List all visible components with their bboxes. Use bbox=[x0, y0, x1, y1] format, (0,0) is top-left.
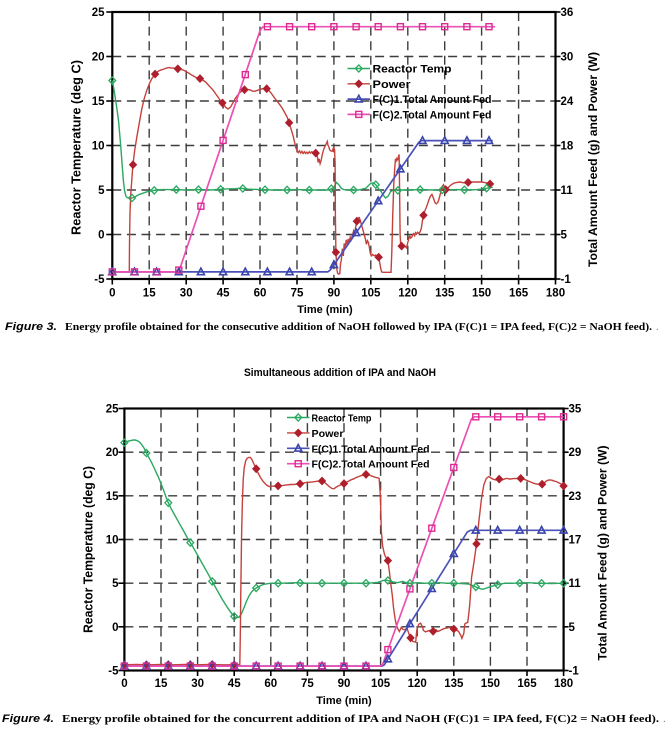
svg-text:24: 24 bbox=[561, 96, 574, 108]
svg-text:.: . bbox=[656, 321, 659, 333]
svg-text:F(C)2.Total Amount Fed: F(C)2.Total Amount Fed bbox=[312, 460, 430, 471]
svg-text:-1: -1 bbox=[561, 274, 572, 286]
svg-text:105: 105 bbox=[361, 288, 381, 300]
svg-text:Time (min): Time (min) bbox=[316, 695, 372, 707]
svg-text:180: 180 bbox=[546, 288, 565, 300]
svg-text:150: 150 bbox=[472, 288, 491, 300]
svg-text:-5: -5 bbox=[108, 666, 119, 678]
svg-text:105: 105 bbox=[371, 678, 391, 690]
svg-text:45: 45 bbox=[228, 678, 241, 690]
svg-text:Power: Power bbox=[312, 429, 344, 440]
svg-text:15: 15 bbox=[92, 96, 105, 108]
svg-text:11: 11 bbox=[569, 578, 582, 590]
svg-text:30: 30 bbox=[180, 288, 193, 300]
svg-text:15: 15 bbox=[143, 288, 156, 300]
svg-text:60: 60 bbox=[254, 288, 267, 300]
svg-text:25: 25 bbox=[106, 404, 119, 416]
svg-text:5: 5 bbox=[569, 622, 576, 634]
svg-text:Total Amount Feed (g) and Powe: Total Amount Feed (g) and Power (W) bbox=[586, 52, 600, 267]
svg-text:11: 11 bbox=[561, 185, 574, 197]
svg-text:5: 5 bbox=[112, 578, 119, 590]
svg-text:90: 90 bbox=[328, 288, 341, 300]
svg-text:0: 0 bbox=[112, 622, 118, 634]
svg-text:5: 5 bbox=[561, 230, 568, 242]
svg-text:0: 0 bbox=[121, 678, 127, 690]
svg-text:35: 35 bbox=[569, 404, 582, 416]
svg-text:Time (min): Time (min) bbox=[297, 304, 353, 316]
svg-text:Total Amount Feed (g) and Powe: Total Amount Feed (g) and Power (W) bbox=[596, 446, 610, 661]
svg-text:15: 15 bbox=[106, 491, 119, 503]
svg-text:120: 120 bbox=[408, 678, 427, 690]
svg-text:Energy profile obtained for th: Energy profile obtained for the concurre… bbox=[62, 713, 659, 725]
svg-text:F(C)2.Total Amount Fed: F(C)2.Total Amount Fed bbox=[373, 109, 492, 121]
svg-text:135: 135 bbox=[435, 288, 455, 300]
svg-text:F(C)1.Total Amount Fed: F(C)1.Total Amount Fed bbox=[312, 444, 430, 455]
svg-text:18: 18 bbox=[561, 141, 574, 153]
svg-text:90: 90 bbox=[338, 678, 351, 690]
svg-text:180: 180 bbox=[554, 678, 573, 690]
svg-text:F(C)1.Total Amount Fed: F(C)1.Total Amount Fed bbox=[373, 94, 492, 106]
svg-text:60: 60 bbox=[264, 678, 277, 690]
svg-text:15: 15 bbox=[155, 678, 168, 690]
svg-text:23: 23 bbox=[569, 491, 582, 503]
svg-text:135: 135 bbox=[444, 678, 464, 690]
svg-text:Reactor Temp: Reactor Temp bbox=[312, 414, 372, 425]
svg-text:0: 0 bbox=[109, 288, 115, 300]
svg-text:17: 17 bbox=[569, 535, 582, 547]
svg-text:20: 20 bbox=[106, 447, 119, 459]
svg-text:165: 165 bbox=[509, 288, 529, 300]
svg-text:30: 30 bbox=[561, 52, 574, 64]
svg-text:Simultaneous addition of IPA a: Simultaneous addition of IPA and NaOH bbox=[244, 367, 436, 379]
svg-text:25: 25 bbox=[92, 7, 105, 19]
svg-text:165: 165 bbox=[517, 678, 537, 690]
svg-text:0: 0 bbox=[98, 230, 104, 242]
svg-text:5: 5 bbox=[98, 185, 105, 197]
svg-text:Figure 3.: Figure 3. bbox=[5, 321, 57, 333]
svg-text:75: 75 bbox=[291, 288, 304, 300]
svg-text:-1: -1 bbox=[569, 666, 580, 678]
svg-text:45: 45 bbox=[217, 288, 230, 300]
svg-text:.: . bbox=[663, 713, 666, 725]
svg-text:10: 10 bbox=[106, 535, 119, 547]
svg-text:Reactor Temperature (deg C): Reactor Temperature (deg C) bbox=[82, 466, 96, 633]
svg-text:Reactor Temperature (deg C): Reactor Temperature (deg C) bbox=[70, 60, 84, 235]
svg-text:Figure 4.: Figure 4. bbox=[2, 713, 54, 725]
svg-text:10: 10 bbox=[92, 141, 105, 153]
svg-text:150: 150 bbox=[481, 678, 500, 690]
svg-text:36: 36 bbox=[561, 7, 574, 19]
svg-text:-5: -5 bbox=[94, 274, 105, 286]
svg-text:30: 30 bbox=[191, 678, 204, 690]
svg-text:Reactor Temp: Reactor Temp bbox=[373, 64, 452, 76]
svg-text:Energy profile obtained for th: Energy profile obtained for the consecut… bbox=[65, 321, 652, 333]
svg-text:20: 20 bbox=[92, 52, 105, 64]
svg-text:Power: Power bbox=[373, 79, 412, 91]
svg-text:75: 75 bbox=[301, 678, 314, 690]
svg-text:120: 120 bbox=[398, 288, 417, 300]
svg-text:29: 29 bbox=[569, 447, 582, 459]
